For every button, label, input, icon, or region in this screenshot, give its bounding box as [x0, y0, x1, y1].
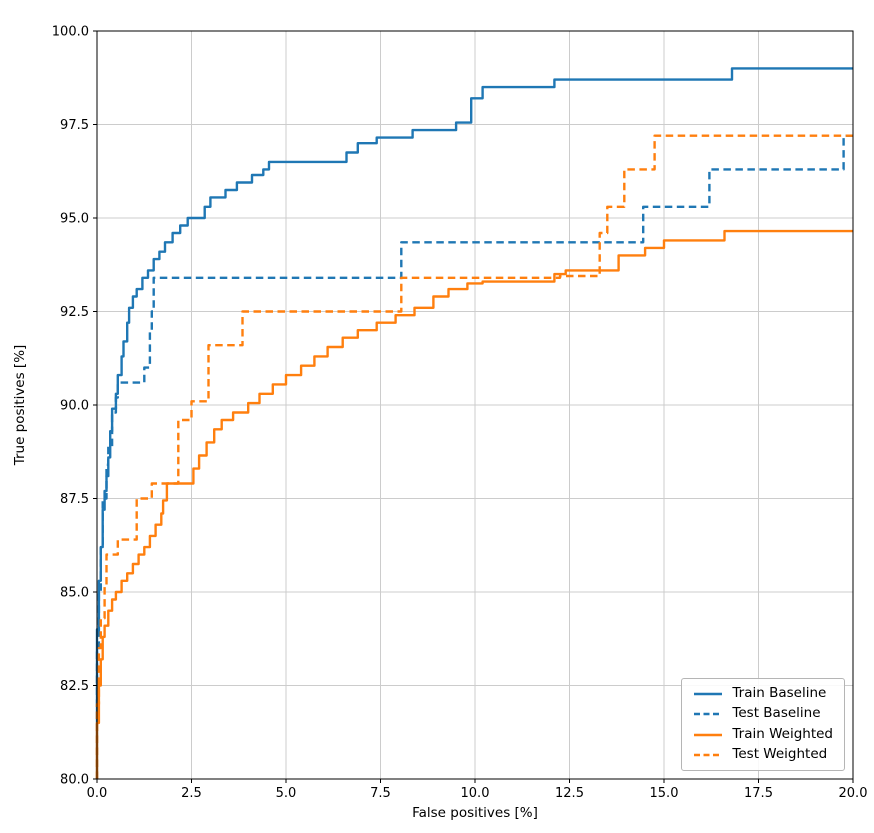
x-tick-label: 2.5 — [181, 786, 202, 801]
legend: Train Baseline Test Baseline Train Weighte… — [681, 677, 845, 771]
y-tick-label: 97.5 — [60, 118, 89, 133]
x-tick-label: 10.0 — [461, 786, 490, 801]
y-tick-label: 87.5 — [60, 492, 89, 507]
y-tick-label: 95.0 — [60, 212, 89, 227]
legend-line-sample — [694, 712, 723, 716]
y-axis-label: True positives [%] — [12, 344, 28, 466]
legend-line-sample — [694, 733, 723, 737]
legend-label: Train Baseline — [732, 684, 827, 701]
series-line-train-weighted — [95, 229, 853, 779]
y-tick-label: 100.0 — [52, 25, 89, 40]
y-tick-label: 92.5 — [60, 305, 89, 320]
legend-label: Test Weighted — [732, 746, 828, 763]
x-axis-label: False positives [%] — [412, 805, 538, 821]
legend-label: Test Baseline — [732, 705, 821, 722]
x-tick-label: 0.0 — [87, 786, 108, 801]
x-tick-label: 7.5 — [370, 786, 391, 801]
legend-item-train-weighted: Train Weighted — [693, 725, 833, 743]
legend-label: Train Weighted — [732, 725, 833, 742]
legend-item-test-weighted: Test Weighted — [693, 747, 833, 763]
y-tick-label: 82.5 — [60, 679, 89, 694]
x-tick-label: 5.0 — [276, 786, 297, 801]
y-tick-label: 80.0 — [60, 773, 89, 788]
legend-line-sample — [694, 753, 723, 757]
legend-line-sample — [694, 692, 723, 695]
legend-item-test-baseline: Test Baseline — [693, 706, 833, 722]
y-tick-label: 85.0 — [60, 586, 89, 601]
y-tick-label: 90.0 — [60, 399, 89, 414]
x-tick-label: 17.5 — [744, 786, 773, 801]
series-line-test-weighted — [95, 134, 853, 779]
x-tick-label: 12.5 — [555, 786, 584, 801]
legend-item-train-baseline: Train Baseline — [693, 684, 833, 702]
series-line-train-baseline — [95, 67, 853, 779]
series-line-test-baseline — [95, 134, 853, 779]
x-tick-label: 15.0 — [650, 786, 679, 801]
x-tick-label: 20.0 — [839, 786, 868, 801]
